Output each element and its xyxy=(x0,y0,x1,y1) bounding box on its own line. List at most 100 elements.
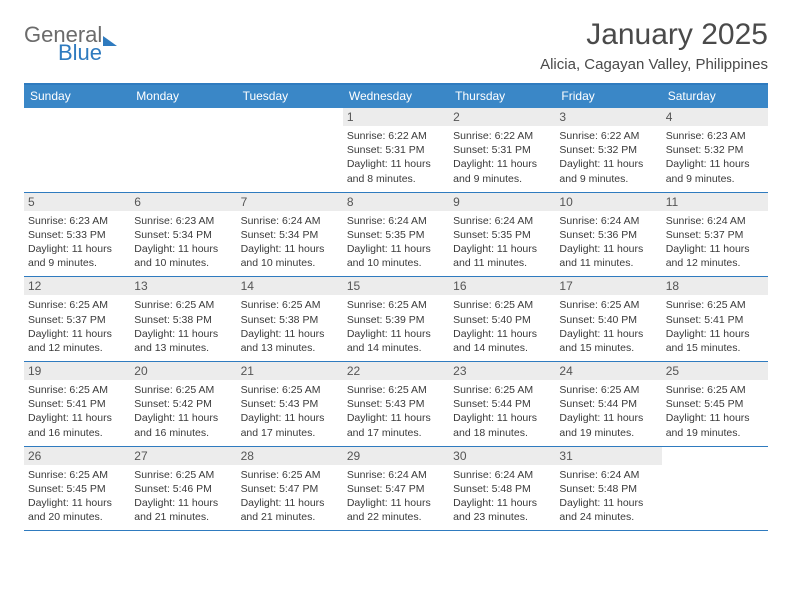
day-cell: 23Sunrise: 6:25 AMSunset: 5:44 PMDayligh… xyxy=(449,362,555,446)
day-sun-info: Sunrise: 6:22 AMSunset: 5:31 PMDaylight:… xyxy=(347,129,445,186)
day-sun-info: Sunrise: 6:25 AMSunset: 5:46 PMDaylight:… xyxy=(134,468,232,525)
day-cell: 26Sunrise: 6:25 AMSunset: 5:45 PMDayligh… xyxy=(24,447,130,531)
day-number: 15 xyxy=(343,277,449,295)
day-number xyxy=(662,447,768,465)
day-cell: 17 Sunrise: 6:25 AMSunset: 5:40 PMDayligh… xyxy=(555,277,661,361)
day-number: 2 xyxy=(449,108,555,126)
day-number: 26 xyxy=(24,447,130,465)
day-number: 27 xyxy=(130,447,236,465)
day-sun-info: Sunrise: 6:25 AMSunset: 5:41 PMDaylight:… xyxy=(28,383,126,440)
day-cell: 13 Sunrise: 6:25 AMSunset: 5:38 PMDayligh… xyxy=(130,277,236,361)
day-number: 22 xyxy=(343,362,449,380)
day-sun-info: Sunrise: 6:25 AMSunset: 5:39 PMDaylight:… xyxy=(347,298,445,355)
calendar-week: 12Sunrise: 6:25 AMSunset: 5:37 PMDayligh… xyxy=(24,276,768,361)
day-sun-info: Sunrise: 6:25 AMSunset: 5:37 PMDaylight:… xyxy=(28,298,126,355)
day-sun-info: Sunrise: 6:25 AMSunset: 5:38 PMDaylight:… xyxy=(134,298,232,355)
calendar-page: General Blue January 2025 Alicia, Cagaya… xyxy=(0,0,792,541)
day-sun-info: Sunrise: 6:23 AMSunset: 5:33 PMDaylight:… xyxy=(28,214,126,271)
day-number: 24 xyxy=(555,362,661,380)
day-cell: 22 Sunrise: 6:25 AMSunset: 5:43 PMDayligh… xyxy=(343,362,449,446)
weekday-header: Tuesday xyxy=(237,85,343,108)
day-sun-info: Sunrise: 6:24 AMSunset: 5:48 PMDaylight:… xyxy=(559,468,657,525)
day-sun-info: Sunrise: 6:22 AMSunset: 5:32 PMDaylight:… xyxy=(559,129,657,186)
weekday-header: Saturday xyxy=(662,85,768,108)
day-number: 30 xyxy=(449,447,555,465)
brand-logo: General Blue xyxy=(24,18,117,64)
day-cell: 8 Sunrise: 6:24 AMSunset: 5:35 PMDaylight… xyxy=(343,193,449,277)
day-number: 14 xyxy=(237,277,343,295)
day-cell-empty xyxy=(130,108,236,192)
day-number xyxy=(130,108,236,126)
day-cell: 4 Sunrise: 6:23 AMSunset: 5:32 PMDaylight… xyxy=(662,108,768,192)
day-cell: 14 Sunrise: 6:25 AMSunset: 5:38 PMDayligh… xyxy=(237,277,343,361)
day-number: 9 xyxy=(449,193,555,211)
day-sun-info: Sunrise: 6:22 AMSunset: 5:31 PMDaylight:… xyxy=(453,129,551,186)
day-cell: 12Sunrise: 6:25 AMSunset: 5:37 PMDayligh… xyxy=(24,277,130,361)
day-sun-info: Sunrise: 6:25 AMSunset: 5:47 PMDaylight:… xyxy=(241,468,339,525)
day-number: 21 xyxy=(237,362,343,380)
day-sun-info: Sunrise: 6:25 AMSunset: 5:44 PMDaylight:… xyxy=(559,383,657,440)
day-number: 19 xyxy=(24,362,130,380)
title-block: January 2025 Alicia, Cagayan Valley, Phi… xyxy=(540,18,768,73)
day-number: 18 xyxy=(662,277,768,295)
day-number: 11 xyxy=(662,193,768,211)
day-number: 28 xyxy=(237,447,343,465)
day-cell: 7Sunrise: 6:24 AMSunset: 5:34 PMDaylight… xyxy=(237,193,343,277)
header: General Blue January 2025 Alicia, Cagaya… xyxy=(24,18,768,73)
day-cell: 27 Sunrise: 6:25 AMSunset: 5:46 PMDayligh… xyxy=(130,447,236,531)
day-sun-info: Sunrise: 6:24 AMSunset: 5:48 PMDaylight:… xyxy=(453,468,551,525)
weekday-header: Thursday xyxy=(449,85,555,108)
day-cell: 10Sunrise: 6:24 AMSunset: 5:36 PMDayligh… xyxy=(555,193,661,277)
day-sun-info: Sunrise: 6:25 AMSunset: 5:45 PMDaylight:… xyxy=(666,383,764,440)
day-cell: 28 Sunrise: 6:25 AMSunset: 5:47 PMDayligh… xyxy=(237,447,343,531)
day-cell-empty xyxy=(662,447,768,531)
day-sun-info: Sunrise: 6:25 AMSunset: 5:42 PMDaylight:… xyxy=(134,383,232,440)
day-number xyxy=(237,108,343,126)
location-subtitle: Alicia, Cagayan Valley, Philippines xyxy=(540,56,768,73)
day-number: 17 xyxy=(555,277,661,295)
day-cell: 18Sunrise: 6:25 AMSunset: 5:41 PMDayligh… xyxy=(662,277,768,361)
day-number xyxy=(24,108,130,126)
day-number: 4 xyxy=(662,108,768,126)
calendar-week: 19 Sunrise: 6:25 AMSunset: 5:41 PMDayligh… xyxy=(24,361,768,446)
calendar-week: 5 Sunrise: 6:23 AMSunset: 5:33 PMDaylight… xyxy=(24,192,768,277)
day-cell: 5 Sunrise: 6:23 AMSunset: 5:33 PMDaylight… xyxy=(24,193,130,277)
weekday-header: Wednesday xyxy=(343,85,449,108)
day-sun-info: Sunrise: 6:24 AMSunset: 5:35 PMDaylight:… xyxy=(347,214,445,271)
day-sun-info: Sunrise: 6:25 AMSunset: 5:43 PMDaylight:… xyxy=(241,383,339,440)
weekday-header: Friday xyxy=(555,85,661,108)
day-cell: 29 Sunrise: 6:24 AMSunset: 5:47 PMDayligh… xyxy=(343,447,449,531)
day-number: 8 xyxy=(343,193,449,211)
day-sun-info: Sunrise: 6:24 AMSunset: 5:36 PMDaylight:… xyxy=(559,214,657,271)
calendar-week: 26Sunrise: 6:25 AMSunset: 5:45 PMDayligh… xyxy=(24,446,768,531)
day-cell: 6Sunrise: 6:23 AMSunset: 5:34 PMDaylight… xyxy=(130,193,236,277)
day-number: 6 xyxy=(130,193,236,211)
day-sun-info: Sunrise: 6:23 AMSunset: 5:32 PMDaylight:… xyxy=(666,129,764,186)
day-cell-empty xyxy=(237,108,343,192)
day-cell-empty xyxy=(24,108,130,192)
day-sun-info: Sunrise: 6:25 AMSunset: 5:43 PMDaylight:… xyxy=(347,383,445,440)
day-sun-info: Sunrise: 6:24 AMSunset: 5:47 PMDaylight:… xyxy=(347,468,445,525)
day-cell: 24 Sunrise: 6:25 AMSunset: 5:44 PMDayligh… xyxy=(555,362,661,446)
day-cell: 25Sunrise: 6:25 AMSunset: 5:45 PMDayligh… xyxy=(662,362,768,446)
day-cell: 1 Sunrise: 6:22 AMSunset: 5:31 PMDaylight… xyxy=(343,108,449,192)
day-sun-info: Sunrise: 6:25 AMSunset: 5:40 PMDaylight:… xyxy=(559,298,657,355)
day-sun-info: Sunrise: 6:25 AMSunset: 5:44 PMDaylight:… xyxy=(453,383,551,440)
day-cell: 31 Sunrise: 6:24 AMSunset: 5:48 PMDayligh… xyxy=(555,447,661,531)
day-number: 5 xyxy=(24,193,130,211)
day-sun-info: Sunrise: 6:24 AMSunset: 5:34 PMDaylight:… xyxy=(241,214,339,271)
calendar-body: 1Sunrise: 6:22 AMSunset: 5:31 PMDaylight… xyxy=(24,108,768,530)
calendar-week: 1Sunrise: 6:22 AMSunset: 5:31 PMDaylight… xyxy=(24,108,768,192)
day-cell: 21 Sunrise: 6:25 AMSunset: 5:43 PMDayligh… xyxy=(237,362,343,446)
day-number: 29 xyxy=(343,447,449,465)
day-sun-info: Sunrise: 6:25 AMSunset: 5:40 PMDaylight:… xyxy=(453,298,551,355)
day-number: 13 xyxy=(130,277,236,295)
day-number: 1 xyxy=(343,108,449,126)
day-cell: 3Sunrise: 6:22 AMSunset: 5:32 PMDaylight… xyxy=(555,108,661,192)
day-number: 31 xyxy=(555,447,661,465)
day-sun-info: Sunrise: 6:25 AMSunset: 5:38 PMDaylight:… xyxy=(241,298,339,355)
day-cell: 16Sunrise: 6:25 AMSunset: 5:40 PMDayligh… xyxy=(449,277,555,361)
day-sun-info: Sunrise: 6:24 AMSunset: 5:35 PMDaylight:… xyxy=(453,214,551,271)
day-cell: 19 Sunrise: 6:25 AMSunset: 5:41 PMDayligh… xyxy=(24,362,130,446)
day-cell: 11Sunrise: 6:24 AMSunset: 5:37 PMDayligh… xyxy=(662,193,768,277)
